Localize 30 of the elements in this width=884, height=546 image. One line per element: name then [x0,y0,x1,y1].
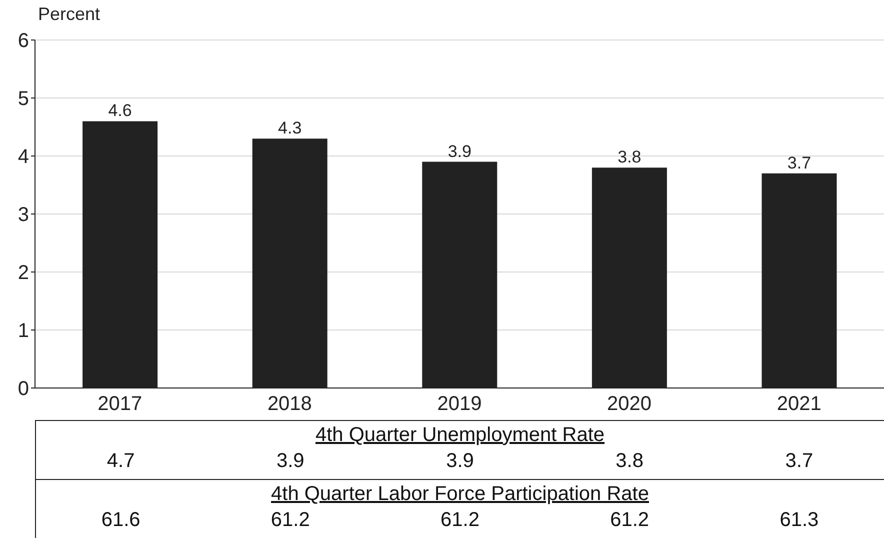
text: 3.7 [784,449,814,474]
y-tick-label: 3 [18,204,29,226]
text: 61.2 [440,508,480,533]
text: 4th Quarter Labor Force Participation Rate [271,483,649,505]
y-tick-label: 1 [18,320,29,342]
x-tick-label: 2021 [776,393,822,416]
text: 3.8 [614,449,644,474]
y-axis-title: Percent [38,4,100,25]
text: 61.2 [270,508,311,533]
text: 3.9 [275,449,306,474]
y-tick-label: 5 [18,88,29,110]
text: 4.7 [106,449,136,474]
data-label: 4.3 [278,118,302,138]
text: 61.2 [609,508,650,533]
x-tick-label: 2019 [437,393,482,416]
y-tick-label: 4 [18,146,29,168]
y-tick-label: 2 [18,262,29,284]
text: 61.3 [778,508,820,533]
data-label: 3.9 [448,142,472,161]
data-label: 3.7 [787,153,812,172]
data-label: 3.8 [618,148,642,167]
x-tick-label: 2020 [607,393,652,416]
y-tick-label: 0 [18,378,29,400]
text: 3.9 [445,449,475,474]
y-tick-label: 6 [18,30,29,52]
x-tick-label: 2017 [98,393,142,416]
text: 61.6 [100,508,142,533]
text: 4th Quarter Unemployment Rate [315,424,605,446]
data-label: 4.6 [108,101,132,120]
x-tick-label: 2018 [267,393,312,416]
